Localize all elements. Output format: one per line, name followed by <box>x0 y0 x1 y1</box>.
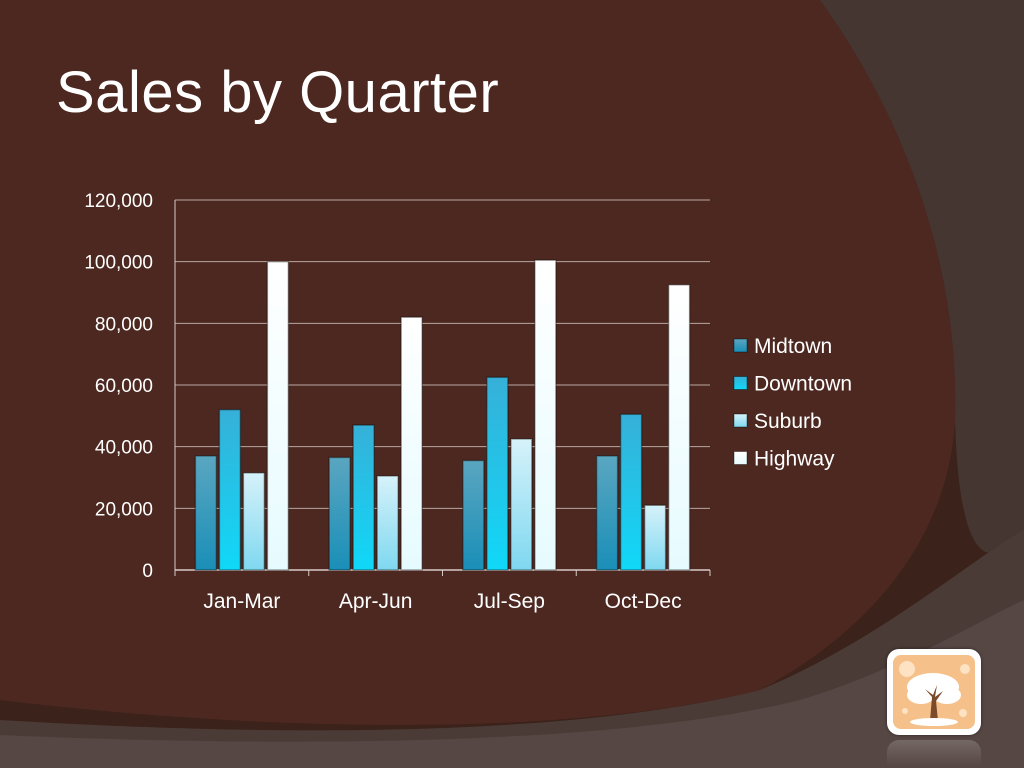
logo-badge <box>887 649 981 735</box>
bar-downtown-jul-sep <box>486 376 509 571</box>
legend-label: Downtown <box>754 373 852 396</box>
y-tick-label: 0 <box>142 561 153 582</box>
bar-midtown-oct-dec <box>595 455 619 571</box>
y-tick-label: 120,000 <box>84 191 153 212</box>
logo-reflection <box>887 740 981 766</box>
y-tick-label: 80,000 <box>95 314 153 335</box>
bar-suburb-apr-jun <box>376 475 399 571</box>
bar-highway-jul-sep <box>534 259 557 571</box>
bar-midtown-apr-jun <box>328 456 351 571</box>
tree-icon <box>893 655 975 729</box>
legend-item-downtown: Downtown <box>733 373 852 396</box>
bar-suburb-oct-dec <box>643 504 667 571</box>
legend-swatch <box>733 451 748 465</box>
y-tick-label: 100,000 <box>84 253 153 274</box>
legend-swatch <box>733 338 748 353</box>
x-tick-label: Jan-Mar <box>203 590 280 613</box>
bar-highway-jan-mar <box>266 260 290 571</box>
legend-label: Highway <box>754 448 835 471</box>
bar-highway-oct-dec <box>667 284 691 571</box>
bar-downtown-oct-dec <box>619 413 643 571</box>
legend-label: Midtown <box>754 335 832 358</box>
y-tick-label: 40,000 <box>95 438 153 459</box>
bar-suburb-jan-mar <box>242 472 266 571</box>
legend-label: Suburb <box>754 410 822 433</box>
x-tick-label: Jul-Sep <box>474 590 545 613</box>
y-tick-label: 60,000 <box>95 376 153 397</box>
bar-downtown-jan-mar <box>218 408 242 571</box>
bar-highway-apr-jun <box>400 316 423 571</box>
x-tick-label: Oct-Dec <box>605 590 682 613</box>
legend-item-midtown: Midtown <box>733 335 832 358</box>
legend-swatch <box>733 413 748 428</box>
bar-midtown-jan-mar <box>194 455 218 571</box>
bar-downtown-apr-jun <box>352 424 375 571</box>
legend-item-highway: Highway <box>733 448 835 471</box>
bar-midtown-jul-sep <box>462 459 485 571</box>
legend-item-suburb: Suburb <box>733 410 822 433</box>
legend-swatch <box>733 376 748 390</box>
slide-title: Sales by Quarter <box>56 60 500 125</box>
bar-suburb-jul-sep <box>510 438 533 571</box>
y-tick-label: 20,000 <box>95 499 153 520</box>
x-tick-label: Apr-Jun <box>339 590 413 613</box>
